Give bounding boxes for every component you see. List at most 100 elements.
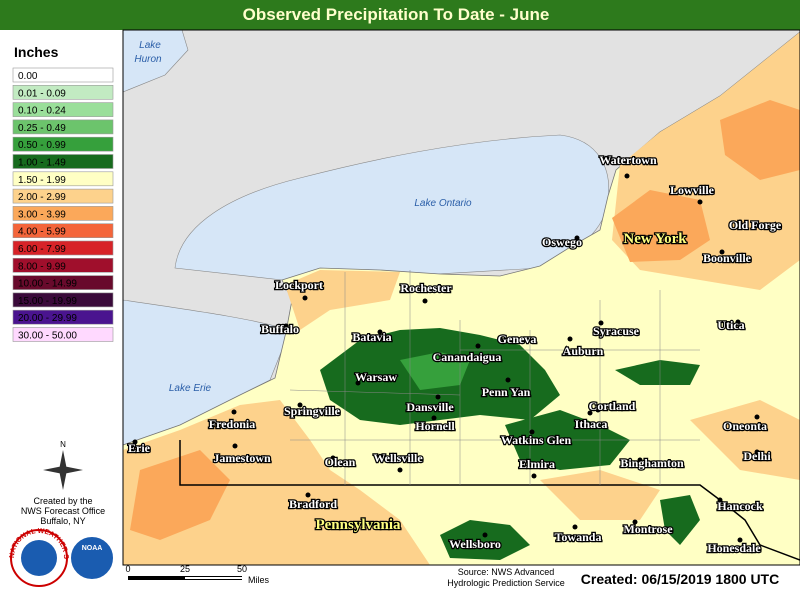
city-label: Lockport xyxy=(275,278,323,292)
scale-label: 0 xyxy=(125,564,130,574)
city-dot xyxy=(595,407,601,413)
city-label: Jamestown xyxy=(213,451,271,465)
city-dot xyxy=(754,414,760,420)
city-dot xyxy=(431,415,437,421)
city-labels: Watertown Lowville Old Forge Oswego Boonvill… xyxy=(127,152,783,557)
legend-label: 0.10 - 0.24 xyxy=(18,106,66,117)
city-label: Watertown xyxy=(599,153,657,167)
city-label: Cortland xyxy=(589,399,636,413)
scale-label: 25 xyxy=(180,564,190,574)
legend-label: 4.00 - 5.99 xyxy=(18,227,66,238)
created: Created: 06/15/2019 1800 UTC xyxy=(581,571,779,587)
city-dot xyxy=(302,295,308,301)
city-label: Springville xyxy=(284,404,341,418)
lake-label: Huron xyxy=(134,54,162,65)
city-dot xyxy=(435,394,441,400)
city-dot xyxy=(737,537,743,543)
legend-swatch xyxy=(12,327,114,342)
city-label: Wellsville xyxy=(373,451,423,465)
legend-swatch xyxy=(12,275,114,290)
city-dot xyxy=(422,298,428,304)
city-label: Oneonta xyxy=(723,419,767,433)
city-label: Watkins Glen xyxy=(501,433,572,447)
city-dot xyxy=(482,532,488,538)
state-label: Pennsylvania xyxy=(315,517,401,533)
precip-area xyxy=(130,450,230,540)
legend-swatch xyxy=(12,67,114,83)
credit: Created by the xyxy=(33,496,92,506)
credit: NWS Forecast Office xyxy=(21,506,105,516)
city-label: Binghamton xyxy=(620,456,684,470)
compass: N xyxy=(43,440,83,490)
city-dot xyxy=(624,173,630,179)
city-label: Old Forge xyxy=(729,218,782,232)
legend-swatch xyxy=(12,154,114,169)
source: Hydrologic Prediction Service xyxy=(447,578,565,588)
legend-swatch xyxy=(12,171,114,187)
legend-label: 2.00 - 2.99 xyxy=(18,192,66,203)
legend-swatch xyxy=(12,206,114,221)
city-label: Olean xyxy=(325,455,356,469)
legend-label: 0.01 - 0.09 xyxy=(18,88,66,99)
city-label: Oswego xyxy=(542,235,582,249)
legend-label: 15.00 - 19.99 xyxy=(18,296,77,307)
precip-area xyxy=(285,270,400,330)
title-bar xyxy=(0,0,800,30)
city-label: Batavia xyxy=(352,330,391,344)
city-label: Buffalo xyxy=(261,322,299,336)
legend-label: 20.00 - 29.99 xyxy=(18,313,77,324)
city-dot xyxy=(717,497,723,503)
city-dot xyxy=(754,449,760,455)
precip-area xyxy=(540,470,660,520)
city-dot xyxy=(231,409,237,415)
legend-swatch xyxy=(12,309,114,325)
map-frame xyxy=(122,29,800,566)
city-dot xyxy=(567,336,573,342)
city-dot xyxy=(232,443,238,449)
city-dot xyxy=(505,377,511,383)
city-label: Auburn xyxy=(563,344,604,358)
city-dot xyxy=(531,473,537,479)
city-label: Ithaca xyxy=(575,417,608,431)
city-dot xyxy=(587,410,593,416)
city-label: Dansville xyxy=(406,400,454,414)
lake-ontario xyxy=(174,134,609,283)
scale-label: 50 xyxy=(237,564,247,574)
legend-label: 0.25 - 0.49 xyxy=(18,123,66,134)
city-dot xyxy=(330,455,336,461)
precip-area xyxy=(400,352,470,390)
city-label: Erie xyxy=(128,441,151,455)
city-dot xyxy=(377,329,383,335)
city-dot xyxy=(735,319,741,325)
city-dot xyxy=(697,199,703,205)
legend-label: 6.00 - 7.99 xyxy=(18,244,66,255)
city-label: Geneva xyxy=(498,332,537,346)
legend-label: 0.50 - 0.99 xyxy=(18,140,66,151)
city-dot xyxy=(632,519,638,525)
credit: Buffalo, NY xyxy=(40,516,85,526)
city-label: Rochester xyxy=(400,281,452,295)
city-label: Lowville xyxy=(670,183,715,197)
city-label: Elmira xyxy=(519,457,555,471)
title: Observed Precipitation To Date - June xyxy=(243,5,550,24)
city-label: Syracuse xyxy=(593,324,640,338)
legend-label: 3.00 - 3.99 xyxy=(18,209,66,220)
scale-bar-segment xyxy=(185,577,242,579)
legend-swatch xyxy=(12,85,114,100)
lake-erie xyxy=(122,299,291,446)
legend: 0.00 0.01 - 0.09 0.10 - 0.24 0.25 - 0.49 0.5… xyxy=(12,67,114,342)
city-dot xyxy=(572,524,578,530)
legend-swatch xyxy=(12,240,114,256)
state-label: New York xyxy=(623,231,687,247)
city-dot xyxy=(574,235,580,241)
compass-rose xyxy=(43,450,83,490)
legend-label: 0.00 xyxy=(18,71,38,82)
city-label: Canandaigua xyxy=(433,350,502,364)
city-dot xyxy=(132,439,138,445)
nws-logo-center xyxy=(21,540,57,576)
scale-label: Miles xyxy=(248,575,270,585)
compass-label: N xyxy=(60,440,66,449)
city-label: Utica xyxy=(717,318,744,332)
city-dot xyxy=(297,402,303,408)
